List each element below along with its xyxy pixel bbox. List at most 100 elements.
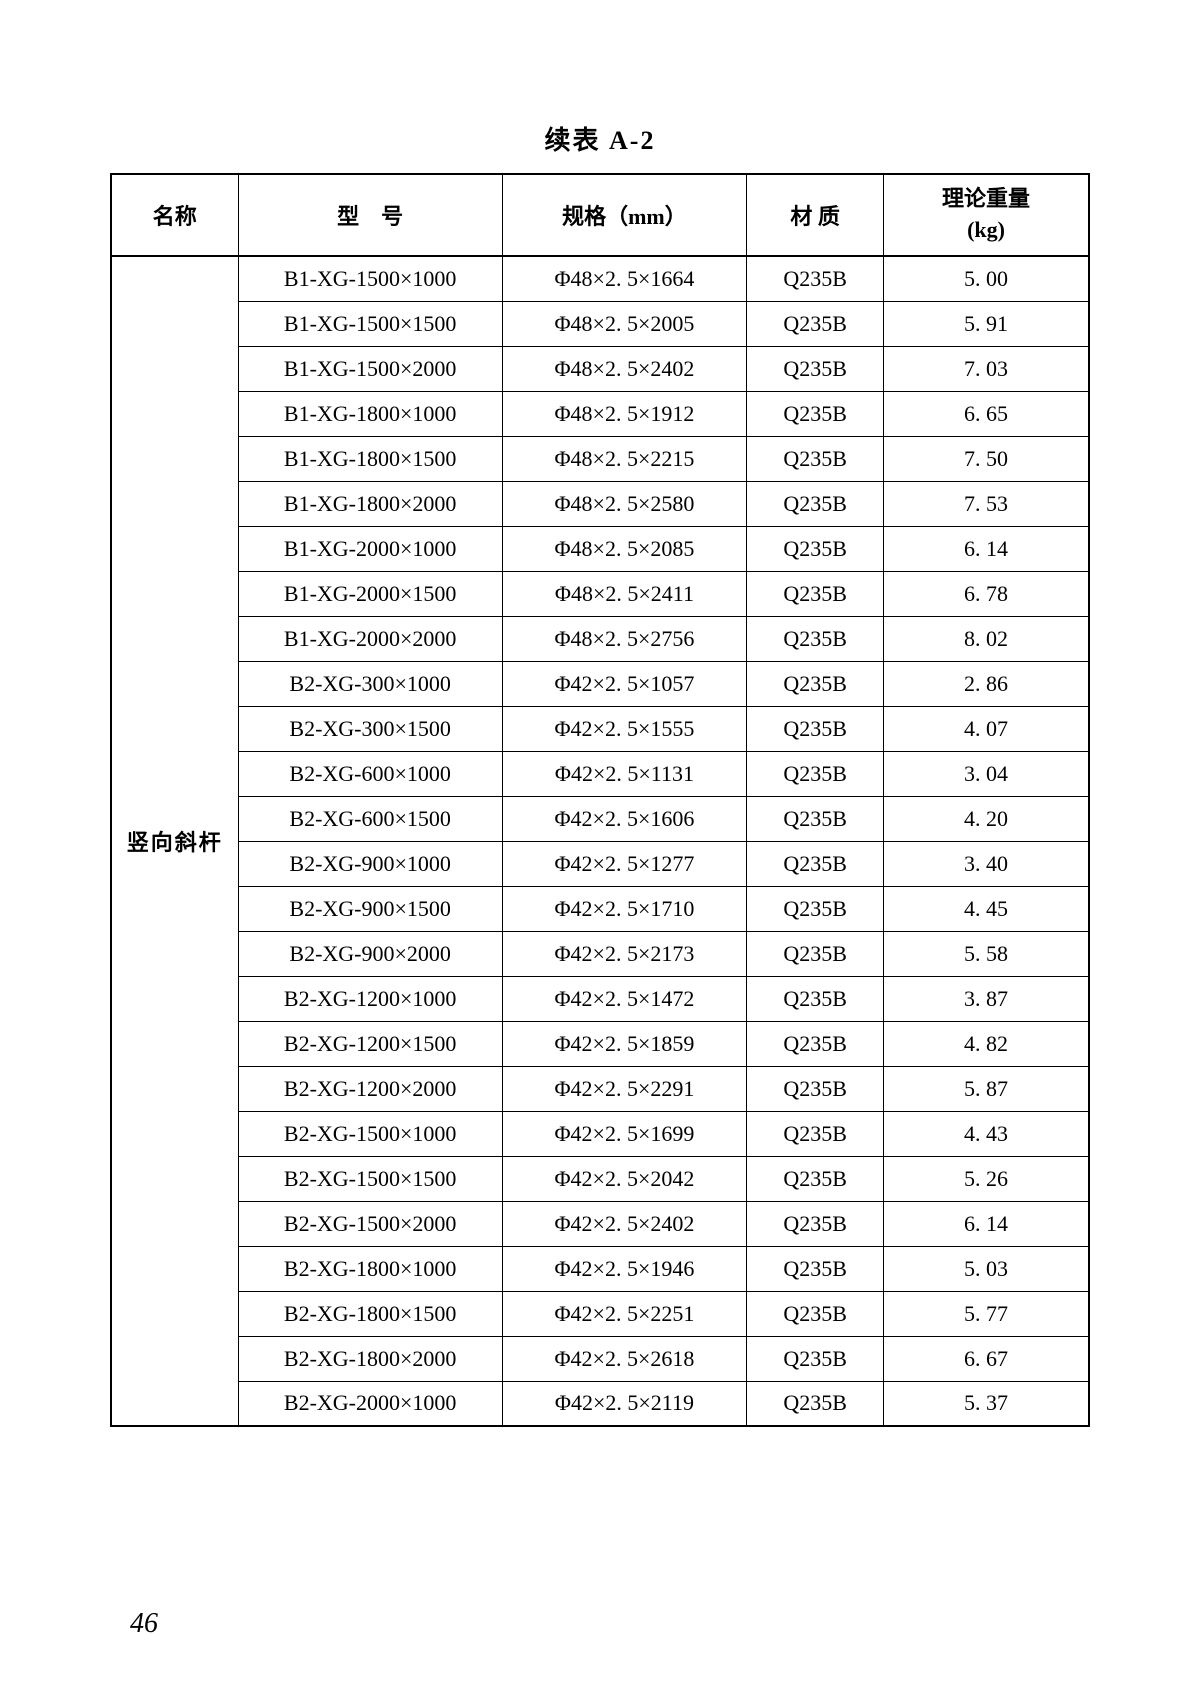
- table-row: B2-XG-1800×2000Φ42×2. 5×2618Q235B6. 67: [111, 1336, 1089, 1381]
- material-cell: Q235B: [747, 1021, 884, 1066]
- material-cell: Q235B: [747, 346, 884, 391]
- spec-cell: Φ42×2. 5×2291: [502, 1066, 747, 1111]
- model-cell: B1-XG-1500×1000: [238, 256, 502, 301]
- table-row: B2-XG-1200×1000Φ42×2. 5×1472Q235B3. 87: [111, 976, 1089, 1021]
- material-cell: Q235B: [747, 1246, 884, 1291]
- weight-cell: 7. 50: [884, 436, 1089, 481]
- table-row: B1-XG-2000×1000Φ48×2. 5×2085Q235B6. 14: [111, 526, 1089, 571]
- model-cell: B1-XG-1800×2000: [238, 481, 502, 526]
- weight-cell: 6. 65: [884, 391, 1089, 436]
- weight-cell: 3. 87: [884, 976, 1089, 1021]
- spec-cell: Φ42×2. 5×1699: [502, 1111, 747, 1156]
- material-cell: Q235B: [747, 706, 884, 751]
- table-row: B2-XG-2000×1000Φ42×2. 5×2119Q235B5. 37: [111, 1381, 1089, 1426]
- table-row: 竖向斜杆B1-XG-1500×1000Φ48×2. 5×1664Q235B5. …: [111, 256, 1089, 301]
- spec-cell: Φ48×2. 5×1664: [502, 256, 747, 301]
- table-row: B2-XG-600×1000Φ42×2. 5×1131Q235B3. 04: [111, 751, 1089, 796]
- model-cell: B2-XG-1500×1000: [238, 1111, 502, 1156]
- spec-cell: Φ48×2. 5×2580: [502, 481, 747, 526]
- model-cell: B2-XG-900×1000: [238, 841, 502, 886]
- material-cell: Q235B: [747, 976, 884, 1021]
- weight-cell: 8. 02: [884, 616, 1089, 661]
- weight-cell: 5. 03: [884, 1246, 1089, 1291]
- material-cell: Q235B: [747, 1381, 884, 1426]
- spec-cell: Φ48×2. 5×2411: [502, 571, 747, 616]
- spec-cell: Φ42×2. 5×2173: [502, 931, 747, 976]
- material-cell: Q235B: [747, 1291, 884, 1336]
- spec-cell: Φ42×2. 5×1946: [502, 1246, 747, 1291]
- header-name: 名称: [111, 174, 238, 256]
- model-cell: B2-XG-1200×1500: [238, 1021, 502, 1066]
- model-cell: B2-XG-600×1500: [238, 796, 502, 841]
- table-row: B2-XG-300×1500Φ42×2. 5×1555Q235B4. 07: [111, 706, 1089, 751]
- model-cell: B1-XG-2000×1500: [238, 571, 502, 616]
- header-weight-line2: (kg): [967, 217, 1005, 242]
- model-cell: B1-XG-1800×1000: [238, 391, 502, 436]
- weight-cell: 6. 78: [884, 571, 1089, 616]
- spec-cell: Φ42×2. 5×2251: [502, 1291, 747, 1336]
- header-weight: 理论重量 (kg): [884, 174, 1089, 256]
- table-row: B2-XG-900×1500Φ42×2. 5×1710Q235B4. 45: [111, 886, 1089, 931]
- material-cell: Q235B: [747, 301, 884, 346]
- header-material: 材 质: [747, 174, 884, 256]
- table-row: B1-XG-1800×2000Φ48×2. 5×2580Q235B7. 53: [111, 481, 1089, 526]
- model-cell: B2-XG-1800×1000: [238, 1246, 502, 1291]
- spec-cell: Φ42×2. 5×1277: [502, 841, 747, 886]
- model-cell: B1-XG-2000×1000: [238, 526, 502, 571]
- weight-cell: 5. 87: [884, 1066, 1089, 1111]
- material-cell: Q235B: [747, 526, 884, 571]
- spec-cell: Φ42×2. 5×2402: [502, 1201, 747, 1246]
- model-cell: B2-XG-300×1500: [238, 706, 502, 751]
- weight-cell: 4. 43: [884, 1111, 1089, 1156]
- header-spec: 规格（mm）: [502, 174, 747, 256]
- weight-cell: 7. 03: [884, 346, 1089, 391]
- model-cell: B2-XG-900×1500: [238, 886, 502, 931]
- header-model: 型 号: [238, 174, 502, 256]
- weight-cell: 5. 00: [884, 256, 1089, 301]
- table-row: B2-XG-1500×1000Φ42×2. 5×1699Q235B4. 43: [111, 1111, 1089, 1156]
- material-cell: Q235B: [747, 391, 884, 436]
- category-cell: 竖向斜杆: [111, 256, 238, 1426]
- spec-cell: Φ42×2. 5×1710: [502, 886, 747, 931]
- table-row: B1-XG-1800×1500Φ48×2. 5×2215Q235B7. 50: [111, 436, 1089, 481]
- material-cell: Q235B: [747, 1156, 884, 1201]
- material-cell: Q235B: [747, 571, 884, 616]
- table-row: B2-XG-900×1000Φ42×2. 5×1277Q235B3. 40: [111, 841, 1089, 886]
- table-row: B1-XG-1500×1500Φ48×2. 5×2005Q235B5. 91: [111, 301, 1089, 346]
- material-cell: Q235B: [747, 661, 884, 706]
- material-cell: Q235B: [747, 796, 884, 841]
- spec-cell: Φ48×2. 5×2215: [502, 436, 747, 481]
- table-body: 竖向斜杆B1-XG-1500×1000Φ48×2. 5×1664Q235B5. …: [111, 256, 1089, 1426]
- material-cell: Q235B: [747, 931, 884, 976]
- spec-cell: Φ48×2. 5×2085: [502, 526, 747, 571]
- header-weight-line1: 理论重量: [942, 186, 1030, 211]
- model-cell: B2-XG-300×1000: [238, 661, 502, 706]
- table-row: B2-XG-1800×1500Φ42×2. 5×2251Q235B5. 77: [111, 1291, 1089, 1336]
- table-row: B2-XG-1200×1500Φ42×2. 5×1859Q235B4. 82: [111, 1021, 1089, 1066]
- table-row: B2-XG-1500×1500Φ42×2. 5×2042Q235B5. 26: [111, 1156, 1089, 1201]
- model-cell: B1-XG-1500×1500: [238, 301, 502, 346]
- material-cell: Q235B: [747, 751, 884, 796]
- material-cell: Q235B: [747, 481, 884, 526]
- material-cell: Q235B: [747, 256, 884, 301]
- model-cell: B2-XG-1200×2000: [238, 1066, 502, 1111]
- model-cell: B1-XG-1500×2000: [238, 346, 502, 391]
- table-row: B1-XG-1800×1000Φ48×2. 5×1912Q235B6. 65: [111, 391, 1089, 436]
- material-cell: Q235B: [747, 436, 884, 481]
- material-cell: Q235B: [747, 1201, 884, 1246]
- spec-cell: Φ48×2. 5×2005: [502, 301, 747, 346]
- table-row: B1-XG-1500×2000Φ48×2. 5×2402Q235B7. 03: [111, 346, 1089, 391]
- weight-cell: 5. 58: [884, 931, 1089, 976]
- weight-cell: 3. 04: [884, 751, 1089, 796]
- material-cell: Q235B: [747, 616, 884, 661]
- weight-cell: 3. 40: [884, 841, 1089, 886]
- spec-cell: Φ42×2. 5×1555: [502, 706, 747, 751]
- model-cell: B2-XG-1500×1500: [238, 1156, 502, 1201]
- model-cell: B2-XG-1800×1500: [238, 1291, 502, 1336]
- weight-cell: 4. 45: [884, 886, 1089, 931]
- weight-cell: 2. 86: [884, 661, 1089, 706]
- table-row: B2-XG-1500×2000Φ42×2. 5×2402Q235B6. 14: [111, 1201, 1089, 1246]
- material-cell: Q235B: [747, 1066, 884, 1111]
- model-cell: B2-XG-1200×1000: [238, 976, 502, 1021]
- spec-cell: Φ48×2. 5×2756: [502, 616, 747, 661]
